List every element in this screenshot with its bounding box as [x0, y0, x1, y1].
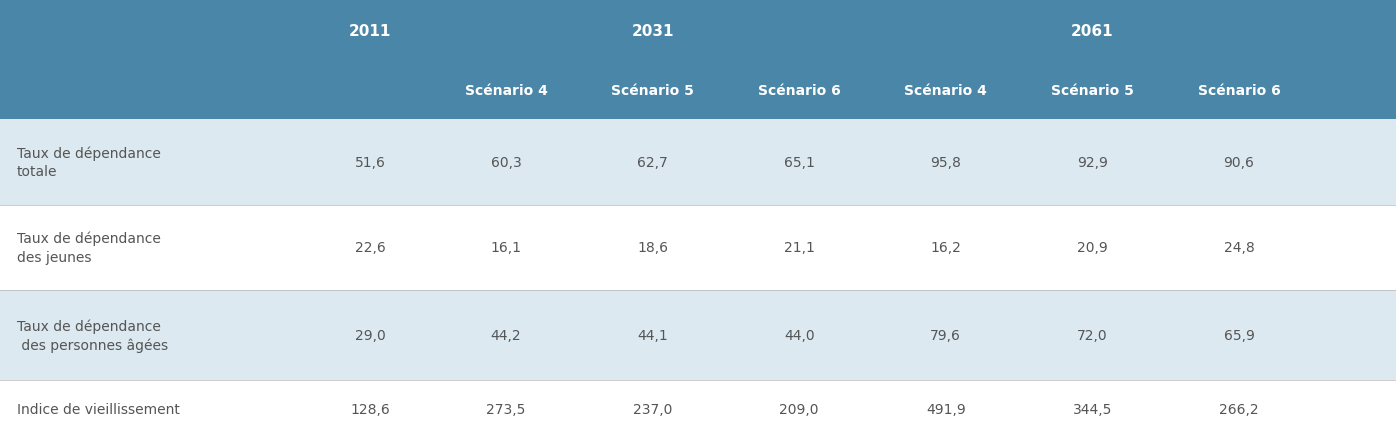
- Text: Scénario 4: Scénario 4: [465, 84, 547, 98]
- Text: 44,0: 44,0: [785, 328, 814, 343]
- Text: 491,9: 491,9: [926, 402, 966, 416]
- Text: 2061: 2061: [1071, 24, 1114, 39]
- Text: 128,6: 128,6: [350, 402, 389, 416]
- Text: Taux de dépendance
des jeunes: Taux de dépendance des jeunes: [17, 231, 161, 264]
- Text: 266,2: 266,2: [1219, 402, 1259, 416]
- Text: 2011: 2011: [349, 24, 391, 39]
- Text: 62,7: 62,7: [637, 155, 669, 170]
- Text: 209,0: 209,0: [779, 402, 819, 416]
- Text: 16,1: 16,1: [490, 241, 522, 255]
- Text: 79,6: 79,6: [930, 328, 962, 343]
- Text: 95,8: 95,8: [930, 155, 962, 170]
- Text: 22,6: 22,6: [355, 241, 385, 255]
- Text: Scénario 6: Scénario 6: [1198, 84, 1280, 98]
- Text: 60,3: 60,3: [490, 155, 522, 170]
- Text: Taux de dépendance
 des personnes âgées: Taux de dépendance des personnes âgées: [17, 319, 168, 352]
- Text: Taux de dépendance
totale: Taux de dépendance totale: [17, 146, 161, 179]
- Text: 44,2: 44,2: [491, 328, 521, 343]
- Text: Indice de vieillissement: Indice de vieillissement: [17, 402, 180, 416]
- Bar: [0, 380, 1396, 438]
- Text: 24,8: 24,8: [1223, 241, 1255, 255]
- Text: 90,6: 90,6: [1223, 155, 1255, 170]
- Text: 344,5: 344,5: [1072, 402, 1113, 416]
- Text: 65,9: 65,9: [1223, 328, 1255, 343]
- Text: 18,6: 18,6: [637, 241, 669, 255]
- Bar: [0, 0, 1396, 62]
- Text: 29,0: 29,0: [355, 328, 385, 343]
- Text: 44,1: 44,1: [637, 328, 669, 343]
- Bar: [0, 62, 1396, 120]
- Text: 2031: 2031: [631, 24, 674, 39]
- Text: Scénario 5: Scénario 5: [1051, 84, 1134, 98]
- Bar: [0, 290, 1396, 380]
- Text: 237,0: 237,0: [632, 402, 673, 416]
- Text: Scénario 6: Scénario 6: [758, 84, 840, 98]
- Text: Scénario 5: Scénario 5: [611, 84, 694, 98]
- Text: 273,5: 273,5: [486, 402, 526, 416]
- Text: 21,1: 21,1: [783, 241, 815, 255]
- Bar: [0, 205, 1396, 290]
- Text: 16,2: 16,2: [930, 241, 962, 255]
- Text: 20,9: 20,9: [1076, 241, 1108, 255]
- Text: 65,1: 65,1: [783, 155, 815, 170]
- Text: 51,6: 51,6: [355, 155, 385, 170]
- Text: 92,9: 92,9: [1076, 155, 1108, 170]
- Text: Scénario 4: Scénario 4: [905, 84, 987, 98]
- Text: 72,0: 72,0: [1078, 328, 1107, 343]
- Bar: [0, 120, 1396, 205]
